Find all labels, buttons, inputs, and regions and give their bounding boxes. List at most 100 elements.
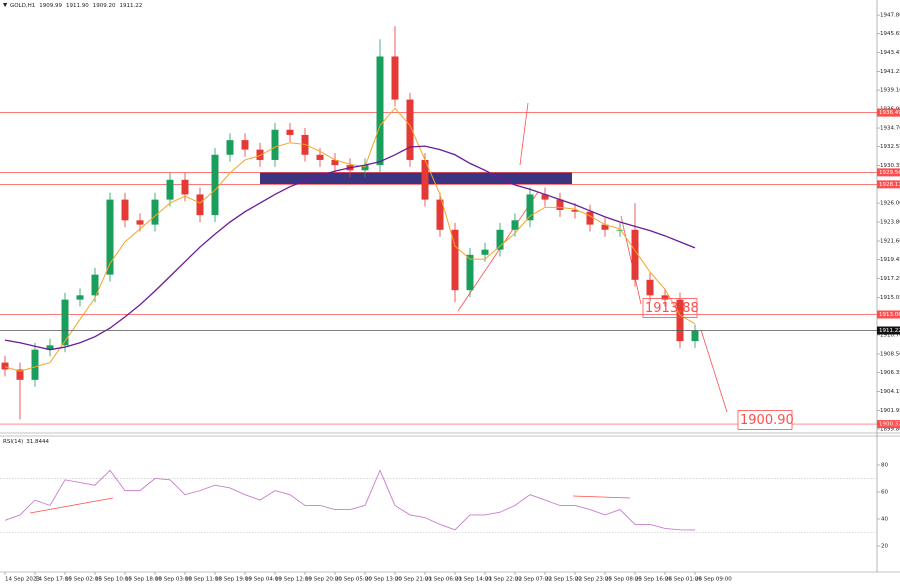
y-tick-label: 1945.65 bbox=[880, 31, 900, 37]
rsi-tick-label: 80 bbox=[881, 462, 888, 468]
level-label-box bbox=[877, 420, 900, 429]
rsi-tick-label: 20 bbox=[881, 544, 888, 550]
annotation-box bbox=[642, 298, 698, 318]
annotation-box bbox=[737, 410, 793, 430]
candle-body bbox=[646, 279, 654, 296]
y-tick-label: 1904.15 bbox=[880, 389, 900, 395]
y-tick-label: 1915.05 bbox=[880, 295, 900, 301]
current-price-label: 1911.22 bbox=[879, 328, 900, 334]
x-tick-label: 25 Sep 16:00 bbox=[635, 577, 672, 583]
candle-body bbox=[166, 179, 174, 200]
y-tick-label: 1923.80 bbox=[880, 220, 900, 226]
x-tick-label: 14 Sep 2023 bbox=[5, 577, 40, 583]
rsi-trend-line bbox=[29, 497, 114, 514]
y-tick-label: 1932.55 bbox=[880, 144, 900, 150]
candle-body bbox=[286, 129, 294, 135]
level-label-box bbox=[877, 108, 900, 117]
candle-body bbox=[376, 56, 384, 166]
candle-body bbox=[16, 369, 24, 380]
projection-line bbox=[700, 329, 728, 413]
candle-body bbox=[31, 349, 39, 380]
x-tick-label: 18 Sep 19:00 bbox=[215, 577, 252, 583]
candle-body bbox=[151, 199, 159, 225]
candle-body bbox=[601, 224, 609, 230]
rsi-header: RSI(14) 31.8444 bbox=[3, 439, 49, 445]
candle-body bbox=[271, 129, 279, 160]
level-label-box bbox=[877, 168, 900, 177]
candle-body bbox=[61, 299, 69, 346]
x-tick-label: 26 Sep 01:00 bbox=[665, 577, 702, 583]
candle-body bbox=[241, 140, 249, 150]
annotation-label: 1913.88 bbox=[645, 301, 699, 316]
candle-body bbox=[556, 199, 564, 210]
current-price-box bbox=[877, 326, 900, 335]
y-tick-label: 1919.45 bbox=[880, 257, 900, 263]
candle-body bbox=[436, 199, 444, 230]
candle-body bbox=[361, 165, 369, 171]
trend-line bbox=[519, 102, 529, 166]
candle-body bbox=[661, 295, 669, 300]
candle-body bbox=[451, 229, 459, 291]
x-tick-label: 22 Sep 23:00 bbox=[575, 577, 612, 583]
level-label: 1936.49 bbox=[879, 110, 900, 116]
y-tick-label: 1926.00 bbox=[880, 201, 900, 207]
level-label: 1913.08 bbox=[879, 312, 900, 318]
x-tick-label: 20 Sep 13:00 bbox=[365, 577, 402, 583]
y-tick-label: 1921.60 bbox=[880, 239, 900, 245]
x-tick-label: 21 Sep 14:00 bbox=[455, 577, 492, 583]
y-tick-label: 1941.25 bbox=[880, 69, 900, 75]
x-tick-label: 20 Sep 05:00 bbox=[335, 577, 372, 583]
y-tick-label: 1939.10 bbox=[880, 88, 900, 94]
header-value: 1911.90 bbox=[66, 3, 89, 9]
candle-body bbox=[46, 345, 54, 350]
candle-body bbox=[631, 229, 639, 280]
y-tick-label: 1930.35 bbox=[880, 163, 900, 169]
moving-average bbox=[4, 145, 696, 351]
x-tick-label: 22 Sep 07:00 bbox=[515, 577, 552, 583]
level-label-box bbox=[877, 180, 900, 189]
candle-body bbox=[391, 56, 399, 100]
candle-body bbox=[406, 99, 414, 160]
level-label-box bbox=[877, 310, 900, 319]
rsi-value: 31.8444 bbox=[26, 439, 49, 445]
y-tick-label: 1934.70 bbox=[880, 126, 900, 132]
candle-body bbox=[496, 229, 504, 250]
symbol: GOLD,H1 bbox=[10, 3, 35, 9]
moving-average bbox=[4, 107, 696, 372]
level-label: 1929.56 bbox=[879, 170, 900, 176]
header-value: 1909.20 bbox=[93, 3, 116, 9]
candle-body bbox=[211, 154, 219, 216]
y-tick-label: 1901.95 bbox=[880, 408, 900, 414]
x-tick-label: 15 Sep 10:00 bbox=[95, 577, 132, 583]
candle-body bbox=[571, 209, 579, 212]
candle-body bbox=[91, 274, 99, 296]
candle-body bbox=[691, 330, 699, 342]
y-tick-label: 1908.50 bbox=[880, 351, 900, 357]
candle-body bbox=[331, 159, 339, 166]
candle-body bbox=[136, 220, 144, 225]
zone bbox=[260, 172, 572, 185]
rsi-title: RSI(14) bbox=[3, 439, 23, 445]
candle-body bbox=[466, 254, 474, 291]
candle-body bbox=[181, 179, 189, 195]
x-tick-label: 20 Sep 21:00 bbox=[395, 577, 432, 583]
x-tick-label: 21 Sep 06:00 bbox=[425, 577, 462, 583]
candle-body bbox=[1, 362, 9, 370]
x-tick-label: 18 Sep 03:00 bbox=[155, 577, 192, 583]
y-tick-label: 1947.80 bbox=[880, 13, 900, 19]
candle-body bbox=[481, 249, 489, 255]
candle-body bbox=[511, 220, 519, 230]
x-tick-label: 19 Sep 12:00 bbox=[275, 577, 312, 583]
x-tick-label: 15 Sep 18:00 bbox=[125, 577, 162, 583]
y-tick-label: 1906.35 bbox=[880, 370, 900, 376]
candle-body bbox=[226, 140, 234, 155]
candle-body bbox=[256, 149, 264, 160]
x-tick-label: 21 Sep 22:00 bbox=[485, 577, 522, 583]
trend-line bbox=[620, 215, 642, 305]
annotation-label: 1900.90 bbox=[740, 413, 794, 428]
y-tick-label: 1910.70 bbox=[880, 332, 900, 338]
y-tick-label: 1899.80 bbox=[880, 426, 900, 432]
candle-body bbox=[586, 211, 594, 225]
candle-body bbox=[316, 154, 324, 160]
